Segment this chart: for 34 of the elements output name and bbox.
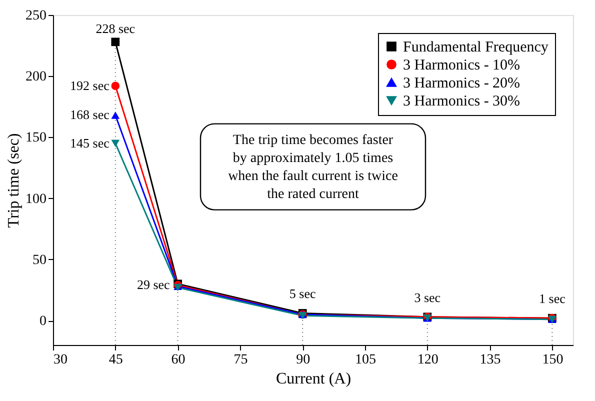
- point: [111, 140, 120, 147]
- point: [111, 82, 120, 90]
- annotation: The trip time becomes faster by approximately 1.05 times when the fault current is twice the rated current: [228, 132, 398, 202]
- y-tick-label: 250: [26, 8, 46, 24]
- annotation: 1 sec: [539, 291, 566, 306]
- x-tick-label: 105: [355, 352, 376, 368]
- legend-label: 3 Harmonics - 30%: [403, 94, 520, 110]
- y-tick-label: 50: [32, 252, 46, 268]
- legend-label: 3 Harmonics - 20%: [403, 76, 520, 92]
- y-tick-label: 200: [26, 70, 46, 85]
- x-tick-label: 150: [542, 352, 564, 368]
- annotation: 228 sec: [96, 20, 136, 36]
- x-tick-label: 45: [108, 352, 123, 368]
- legend-label: Fundamental Frequency: [403, 40, 549, 56]
- legend-label: 3 Harmonics - 10%: [403, 58, 520, 74]
- x-axis-title: Current (A): [276, 370, 352, 388]
- annotation: 192 sec: [70, 78, 110, 93]
- point: [111, 38, 120, 46]
- x-tick-label: 120: [417, 352, 438, 368]
- y-axis-title: Trip time (sec): [6, 133, 22, 228]
- x-tick-label: 90: [296, 352, 310, 368]
- x-tick-label: 135: [480, 352, 501, 368]
- x-tick-label: 30: [54, 352, 68, 368]
- annotation: 29 sec: [136, 277, 170, 292]
- annotation: 3 sec: [414, 290, 441, 305]
- y-tick-label: 0: [40, 314, 46, 330]
- y-tick-label: 150: [26, 130, 46, 146]
- x-tick-label: 75: [234, 352, 248, 368]
- point: [111, 112, 120, 119]
- annotation: 145 sec: [70, 135, 110, 150]
- y-tick-label: 100: [26, 192, 46, 207]
- annotation: 5 sec: [289, 286, 316, 302]
- x-tick-label: 60: [171, 352, 186, 368]
- annotation: 168 sec: [70, 107, 110, 122]
